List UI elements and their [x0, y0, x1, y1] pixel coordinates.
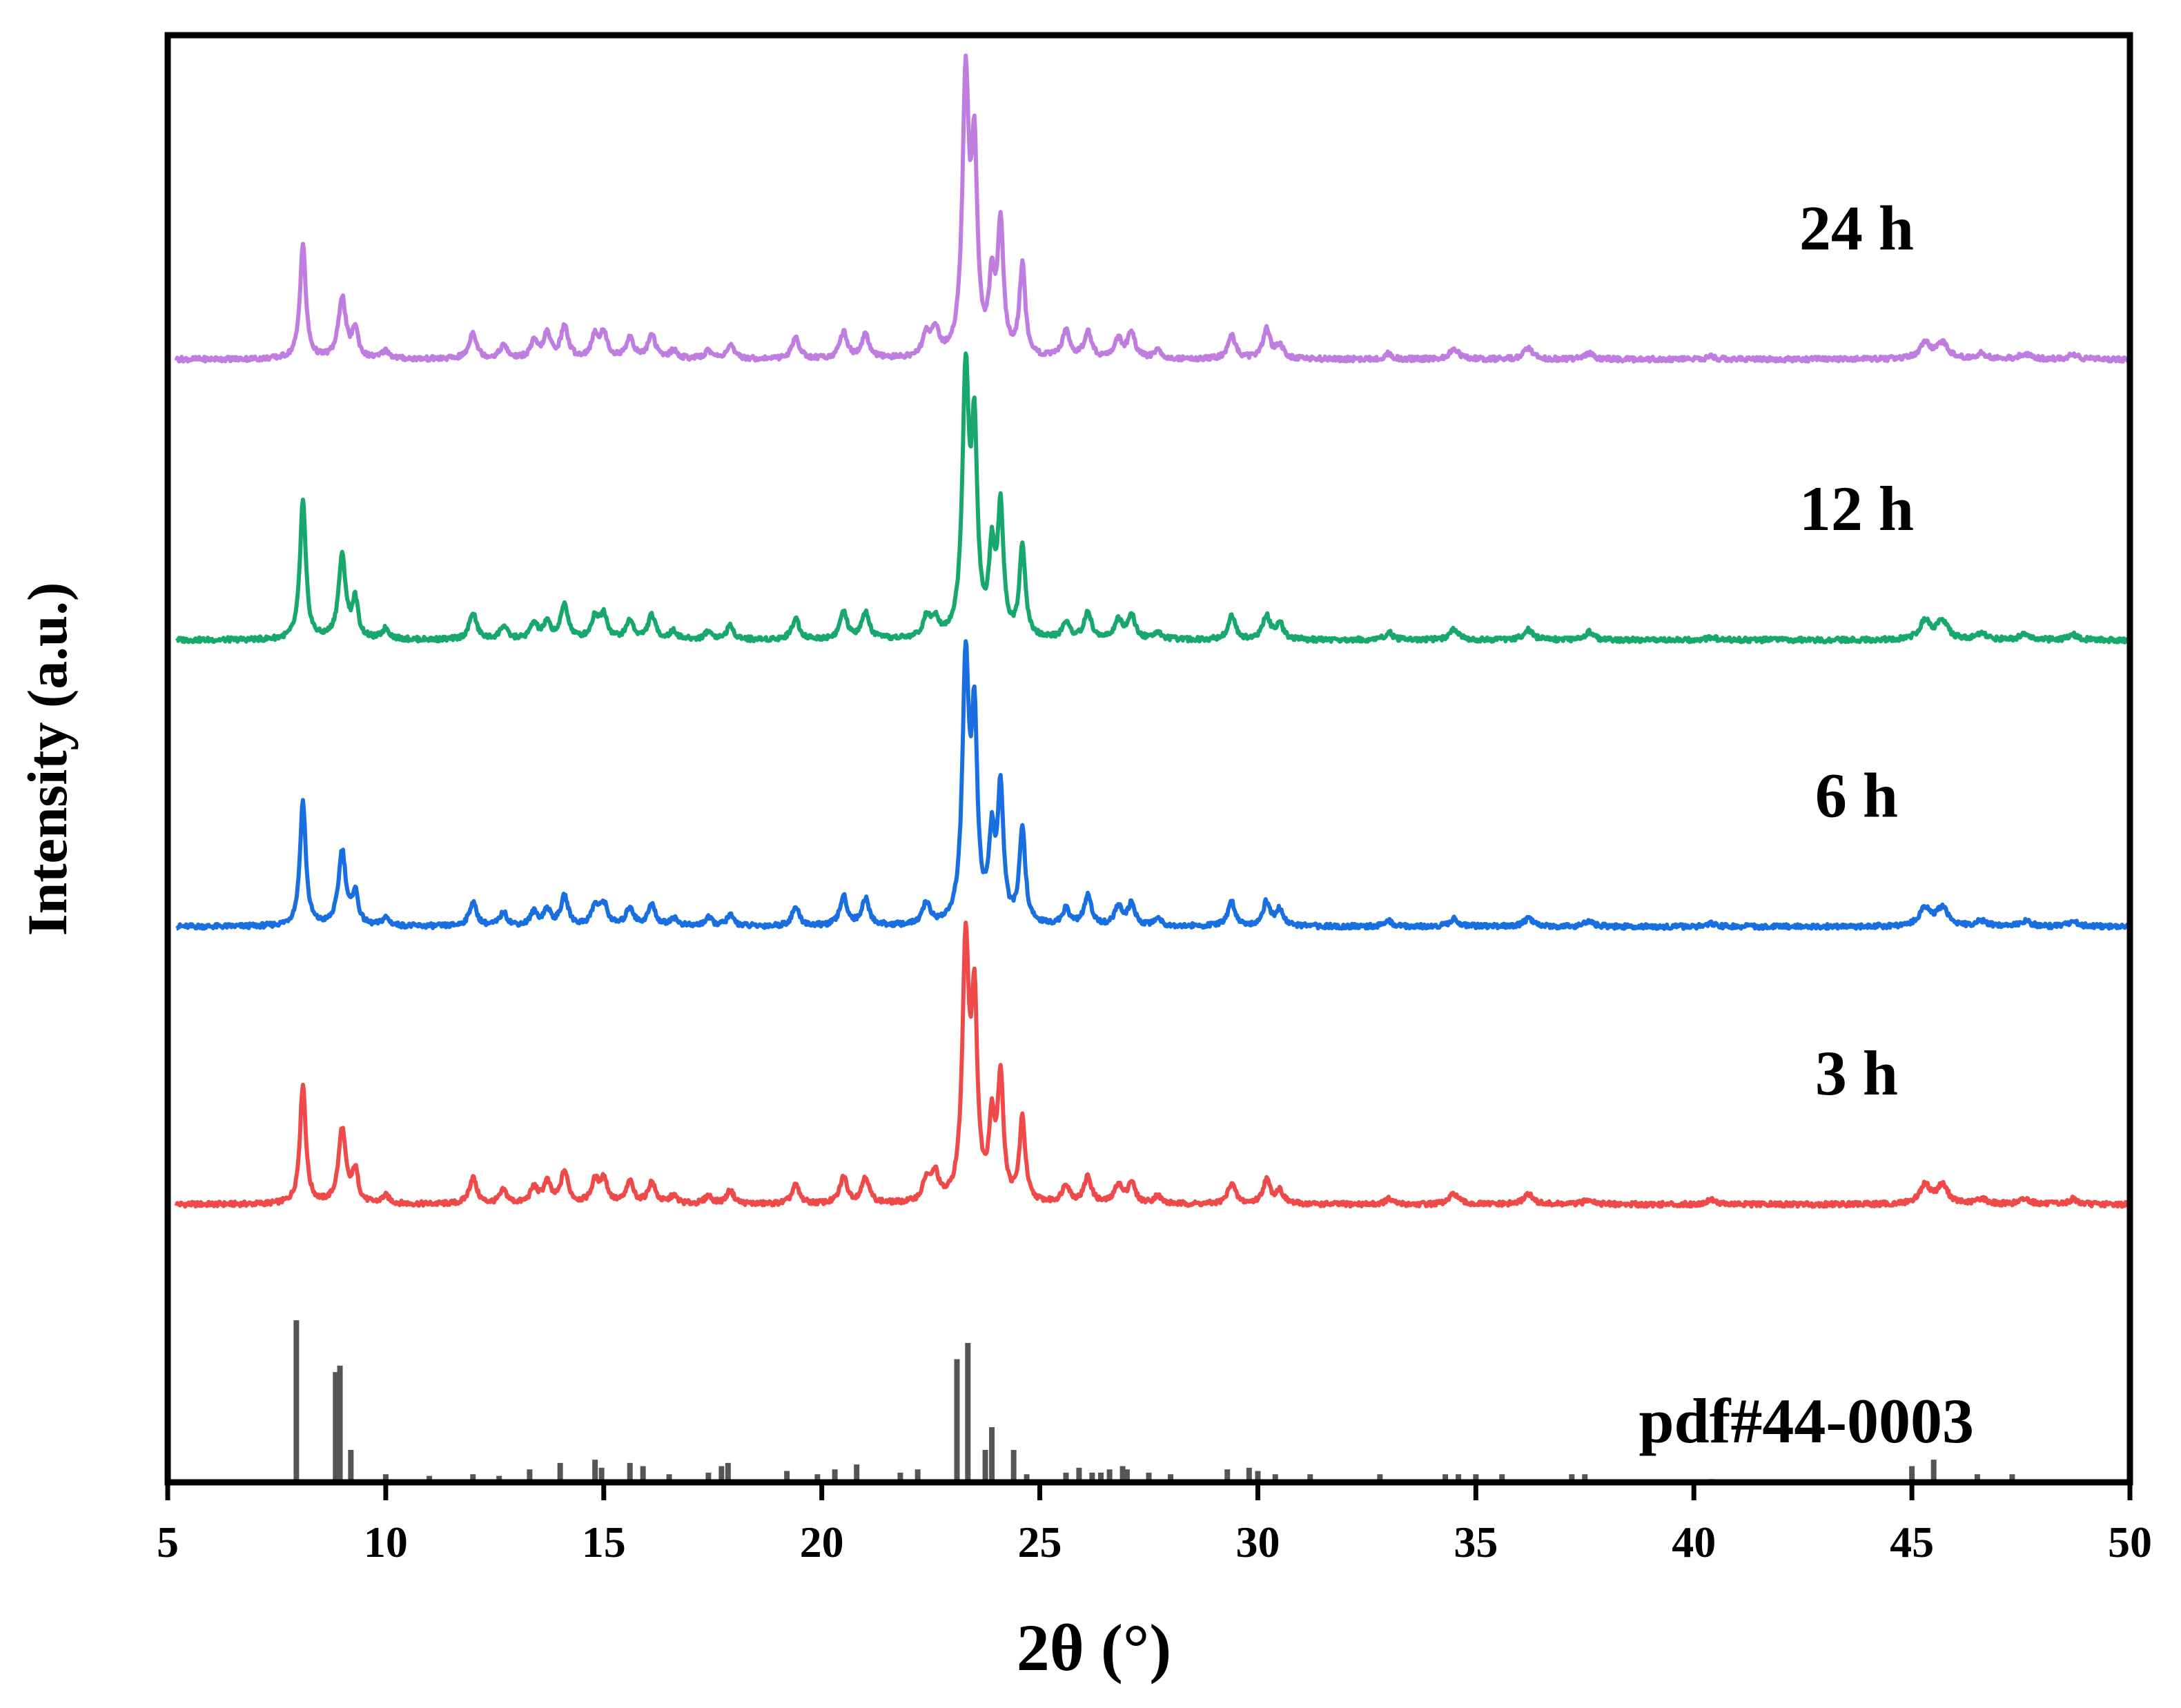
- x-tick-label: 45: [1890, 1518, 1934, 1567]
- x-axis-tick-labels: 5 10 15 20 25 30 35 40 45 50: [157, 1518, 2152, 1567]
- x-tick-label: 5: [157, 1518, 179, 1567]
- x-tick-label: 20: [800, 1518, 844, 1567]
- series-line-6h: [175, 639, 2131, 931]
- series-line-12h: [175, 351, 2132, 645]
- x-tick-label: 25: [1018, 1518, 1062, 1567]
- x-tick-label: 50: [2108, 1518, 2152, 1567]
- x-tick-label: 10: [364, 1518, 408, 1567]
- x-tick-label: 35: [1454, 1518, 1498, 1567]
- plot-frame: [164, 32, 2133, 1486]
- series-line-24h: [174, 53, 2132, 364]
- series-line-3h: [174, 921, 2132, 1209]
- x-tick-label: 15: [582, 1518, 626, 1567]
- series-lines: [174, 53, 2132, 1209]
- y-axis-label: Intensity (a.u.): [16, 582, 79, 936]
- x-axis-label: 2θ (°): [1017, 1611, 1171, 1685]
- reference-label: pdf#44-0003: [1639, 1386, 1974, 1456]
- x-axis-ticks: [165, 1482, 2133, 1500]
- series-label-12h: 12 h: [1799, 473, 1914, 544]
- series-label-24h: 24 h: [1799, 193, 1914, 263]
- series-labels: 3 h 6 h 12 h 24 h: [1799, 193, 1914, 1108]
- x-tick-label: 30: [1235, 1518, 1280, 1567]
- series-label-6h: 6 h: [1815, 760, 1898, 830]
- x-tick-label: 40: [1672, 1518, 1716, 1567]
- series-label-3h: 3 h: [1815, 1038, 1898, 1108]
